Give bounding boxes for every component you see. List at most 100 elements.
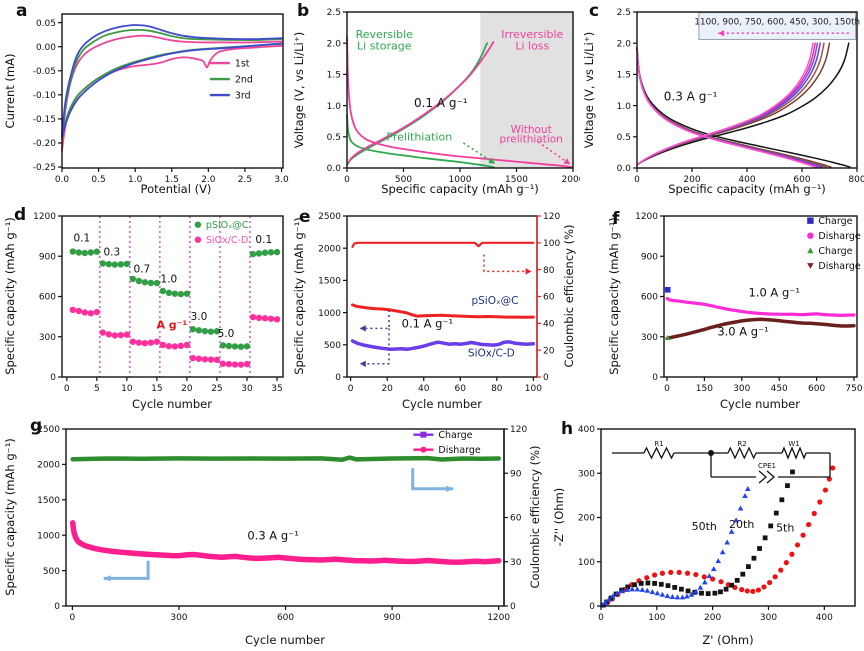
svg-text:0.7: 0.7 bbox=[134, 263, 151, 275]
svg-text:20: 20 bbox=[181, 384, 193, 394]
svg-text:Voltage (V, vs Li/Li⁺): Voltage (V, vs Li/Li⁺) bbox=[292, 32, 306, 149]
svg-text:0.3: 0.3 bbox=[103, 247, 120, 259]
svg-text:R2: R2 bbox=[737, 440, 746, 448]
svg-text:100: 100 bbox=[648, 613, 665, 623]
panel-label-h: h bbox=[561, 419, 574, 439]
svg-text:0: 0 bbox=[510, 602, 516, 612]
panel-c-voltage-profiles-chart: 0 200 400 600 800 0.0 0.5 1.0 1.5 2.0 2.5 Specific … bbox=[582, 8, 864, 196]
svg-text:-0.25: -0.25 bbox=[33, 163, 56, 173]
svg-text:Cycle number: Cycle number bbox=[720, 397, 800, 411]
svg-text:0: 0 bbox=[70, 613, 76, 623]
svg-text:R1: R1 bbox=[654, 440, 663, 448]
svg-text:Without: Without bbox=[511, 124, 552, 136]
svg-text:1.0: 1.0 bbox=[161, 273, 178, 285]
panel-d-rate-capability-chart: 0 5 10 15 20 25 30 35 0 300 600 900 1200 Cycle number… bbox=[3, 212, 284, 411]
svg-text:Disharge: Disharge bbox=[818, 261, 861, 272]
svg-text:60: 60 bbox=[510, 514, 522, 524]
svg-text:1.0: 1.0 bbox=[128, 175, 143, 185]
svg-text:Current (mA): Current (mA) bbox=[3, 54, 17, 129]
svg-text:0: 0 bbox=[50, 373, 56, 383]
svg-text:1st: 1st bbox=[235, 58, 250, 69]
svg-text:pSiOₓ@C: pSiOₓ@C bbox=[471, 295, 518, 307]
svg-text:600: 600 bbox=[277, 613, 294, 623]
svg-text:100: 100 bbox=[578, 558, 595, 568]
svg-text:300: 300 bbox=[641, 333, 658, 343]
panel-label-a: a bbox=[16, 1, 28, 21]
svg-text:Charge: Charge bbox=[818, 246, 852, 257]
svg-text:100: 100 bbox=[525, 384, 542, 394]
svg-text:Coulombic efficiency (%): Coulombic efficiency (%) bbox=[528, 445, 542, 588]
svg-text:Voltage (V, vs Li/Li⁺): Voltage (V, vs Li/Li⁺) bbox=[582, 32, 596, 149]
svg-text:40: 40 bbox=[418, 384, 430, 394]
svg-text:0: 0 bbox=[652, 373, 658, 383]
svg-text:0: 0 bbox=[54, 602, 60, 612]
panel-f-longcycle-chart: 0 150 300 450 600 750 0 300 600 900 1200 Cycle numb… bbox=[607, 212, 863, 411]
svg-text:300: 300 bbox=[760, 613, 777, 623]
svg-text:pSiOₓ@C: pSiOₓ@C bbox=[206, 220, 249, 231]
svg-text:A g⁻¹: A g⁻¹ bbox=[156, 318, 187, 331]
svg-text:90: 90 bbox=[510, 469, 522, 479]
svg-text:2nd: 2nd bbox=[235, 74, 253, 85]
svg-text:0.5: 0.5 bbox=[91, 175, 105, 185]
svg-text:80: 80 bbox=[543, 266, 555, 276]
svg-text:0: 0 bbox=[634, 175, 640, 185]
svg-text:600: 600 bbox=[39, 293, 56, 303]
svg-text:300: 300 bbox=[39, 333, 56, 343]
svg-text:900: 900 bbox=[39, 252, 56, 262]
svg-text:Specific capacity (mAh g⁻¹): Specific capacity (mAh g⁻¹) bbox=[607, 217, 621, 375]
svg-text:600: 600 bbox=[641, 293, 658, 303]
svg-text:0: 0 bbox=[543, 373, 549, 383]
svg-text:80: 80 bbox=[491, 384, 503, 394]
svg-text:800: 800 bbox=[848, 175, 864, 185]
svg-text:3.0: 3.0 bbox=[274, 175, 289, 185]
panel-h-nyquist-chart: 0 100 200 300 400 0 100 200 300 400 Z' (Ohm) -Z'' (… bbox=[552, 425, 856, 647]
svg-text:Specific capacity (mAh g⁻¹): Specific capacity (mAh g⁻¹) bbox=[3, 217, 17, 375]
svg-text:2.0: 2.0 bbox=[327, 39, 342, 49]
svg-text:0.1 A g⁻¹: 0.1 A g⁻¹ bbox=[402, 316, 453, 330]
panel-e-cycling-chart: 0 20 40 60 80 1000500100015002000250002040608… bbox=[292, 212, 576, 411]
svg-text:0.00: 0.00 bbox=[36, 43, 56, 53]
svg-text:2.0: 2.0 bbox=[201, 175, 216, 185]
svg-text:35: 35 bbox=[271, 384, 282, 394]
svg-text:20th: 20th bbox=[729, 518, 754, 531]
svg-text:2.5: 2.5 bbox=[238, 175, 252, 185]
svg-text:-0.20: -0.20 bbox=[33, 139, 57, 149]
svg-text:1.0 A g⁻¹: 1.0 A g⁻¹ bbox=[748, 286, 799, 300]
panel-g-longcycle-chart: 0 300 600 900 120005001000150020002500030609… bbox=[3, 425, 542, 647]
svg-text:450: 450 bbox=[771, 384, 788, 394]
svg-text:prelithiation: prelithiation bbox=[500, 133, 563, 145]
svg-text:500: 500 bbox=[324, 341, 341, 351]
svg-text:1100, 900, 750, 600, 450, 300,: 1100, 900, 750, 600, 450, 300, 150th bbox=[694, 17, 860, 27]
svg-text:1.5: 1.5 bbox=[617, 71, 631, 81]
svg-text:-Z'' (Ohm): -Z'' (Ohm) bbox=[552, 488, 566, 547]
svg-text:5: 5 bbox=[94, 384, 100, 394]
panel-label-g: g bbox=[30, 416, 43, 436]
svg-text:SiOx/C-D: SiOx/C-D bbox=[468, 347, 515, 359]
svg-text:0: 0 bbox=[598, 613, 604, 623]
panel-b-prelithiation-chart: 0 500 1000 1500 2000 0.0 0.5 1.0 1.5 2.0 2.5 Specif… bbox=[292, 8, 580, 196]
svg-text:0.5: 0.5 bbox=[327, 133, 341, 143]
svg-text:1200: 1200 bbox=[33, 212, 56, 222]
svg-text:0: 0 bbox=[589, 602, 595, 612]
svg-text:0.5: 0.5 bbox=[617, 133, 631, 143]
svg-text:2.5: 2.5 bbox=[617, 8, 631, 18]
svg-text:0.0: 0.0 bbox=[617, 164, 632, 174]
svg-text:600: 600 bbox=[793, 175, 810, 185]
svg-text:40: 40 bbox=[543, 320, 555, 330]
svg-text:2000: 2000 bbox=[318, 244, 341, 254]
svg-text:Li storage: Li storage bbox=[357, 39, 412, 52]
svg-text:750: 750 bbox=[845, 384, 862, 394]
svg-text:0.1: 0.1 bbox=[255, 234, 272, 246]
svg-text:Specific capacity (mAh g⁻¹): Specific capacity (mAh g⁻¹) bbox=[292, 217, 306, 375]
svg-text:500: 500 bbox=[43, 567, 60, 577]
svg-text:300: 300 bbox=[578, 469, 595, 479]
svg-text:300: 300 bbox=[170, 613, 187, 623]
svg-text:Specific capacity (mAh g⁻¹): Specific capacity (mAh g⁻¹) bbox=[381, 182, 539, 196]
panel-label-b: b bbox=[297, 1, 310, 21]
svg-text:900: 900 bbox=[641, 252, 658, 262]
svg-text:-0.15: -0.15 bbox=[33, 115, 56, 125]
svg-text:0.1 A g⁻¹: 0.1 A g⁻¹ bbox=[414, 96, 468, 110]
svg-text:Charge: Charge bbox=[438, 430, 472, 441]
svg-text:W1: W1 bbox=[788, 440, 799, 448]
svg-text:0: 0 bbox=[348, 384, 354, 394]
